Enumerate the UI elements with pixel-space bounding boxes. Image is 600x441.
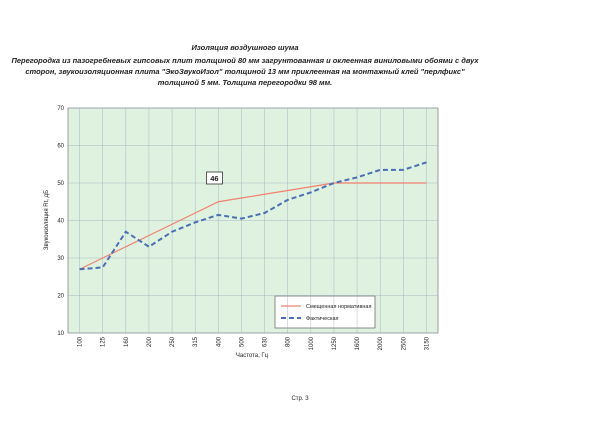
annotation-box <box>206 171 223 185</box>
x-axis-label: Частота, Гц <box>236 353 269 359</box>
y-tick-label: 40 <box>57 219 64 225</box>
series-line <box>79 161 427 271</box>
x-tick-label: 2000 <box>378 336 384 350</box>
subtitle: толщиной 5 мм. Толщина перегородки 98 мм… <box>158 78 332 87</box>
y-axis-label: Звукоизоляция Rt, дБ <box>44 190 50 250</box>
x-tick-label: 160 <box>124 336 130 347</box>
y-tick-label: 10 <box>57 331 64 337</box>
x-tick-label: 630 <box>263 336 269 347</box>
x-tick-label: 1000 <box>309 336 315 350</box>
x-tick-label: 1600 <box>355 336 361 350</box>
annotation: 46 <box>210 174 218 183</box>
x-tick-label: 125 <box>101 336 107 347</box>
x-tick-label: 250 <box>170 336 176 347</box>
legend-label: Фактическая <box>306 316 339 322</box>
y-tick-label: 70 <box>57 106 64 112</box>
x-tick-label: 100 <box>78 336 84 347</box>
subtitle: сторон, звукоизоляционная плита "ЭкоЗвук… <box>25 67 465 76</box>
x-tick-label: 2500 <box>401 336 407 350</box>
legend-label: Смещенная нормативная <box>306 304 371 310</box>
subtitle: Перегородка из пазогребневых гипсовых пл… <box>11 56 479 65</box>
x-tick-label: 200 <box>147 336 153 347</box>
y-tick-label: 20 <box>57 294 64 300</box>
y-tick-label: 30 <box>57 256 64 262</box>
x-tick-label: 1250 <box>332 336 338 350</box>
series-line <box>79 182 427 270</box>
y-tick-label: 60 <box>57 144 64 150</box>
x-tick-label: 500 <box>239 336 245 347</box>
x-tick-label: 3150 <box>424 336 430 350</box>
legend <box>274 295 376 329</box>
chart-title: Изоляция воздушного шума <box>192 43 299 52</box>
page-number: Стр. 3 <box>291 396 309 402</box>
x-tick-label: 400 <box>216 336 222 347</box>
y-tick-label: 50 <box>57 181 64 187</box>
x-tick-label: 800 <box>286 336 292 347</box>
x-tick-label: 315 <box>193 336 199 347</box>
